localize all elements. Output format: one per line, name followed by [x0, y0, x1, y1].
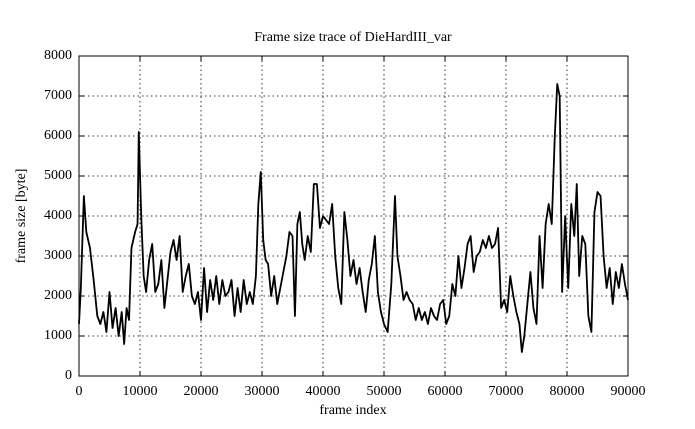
y-tick-label: 8000	[44, 48, 72, 63]
y-tick-label: 7000	[44, 88, 72, 103]
x-tick-label: 50000	[367, 384, 402, 399]
x-tick-label: 10000	[123, 384, 158, 399]
x-tick-label: 0	[76, 384, 83, 399]
plot-frame	[78, 55, 629, 377]
x-tick-label: 30000	[245, 384, 280, 399]
data-line	[78, 83, 629, 353]
x-tick-label: 40000	[306, 384, 341, 399]
x-tick-label: 60000	[428, 384, 463, 399]
y-tick-label: 4000	[44, 208, 72, 223]
x-axis-label: frame index	[319, 403, 386, 418]
x-tick-label: 90000	[611, 384, 646, 399]
y-tick-label: 6000	[44, 128, 72, 143]
x-tick-label: 70000	[489, 384, 524, 399]
y-tick-label: 1000	[44, 328, 72, 343]
chart-title: Frame size trace of DieHardIII_var	[254, 30, 452, 45]
y-tick-label: 2000	[44, 288, 72, 303]
x-tick-label: 80000	[550, 384, 585, 399]
x-tick-label: 20000	[184, 384, 219, 399]
y-tick-label: 0	[65, 368, 72, 383]
y-axis-label: frame size [byte]	[14, 169, 29, 264]
y-tick-label: 5000	[44, 168, 72, 183]
y-tick-label: 3000	[44, 248, 72, 263]
